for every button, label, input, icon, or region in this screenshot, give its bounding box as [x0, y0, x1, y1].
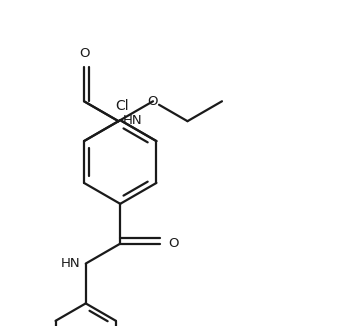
Text: HN: HN: [61, 257, 81, 270]
Text: Cl: Cl: [115, 99, 129, 113]
Text: HN: HN: [122, 114, 142, 127]
Text: O: O: [148, 95, 158, 108]
Text: O: O: [79, 47, 89, 60]
Text: O: O: [168, 237, 179, 250]
